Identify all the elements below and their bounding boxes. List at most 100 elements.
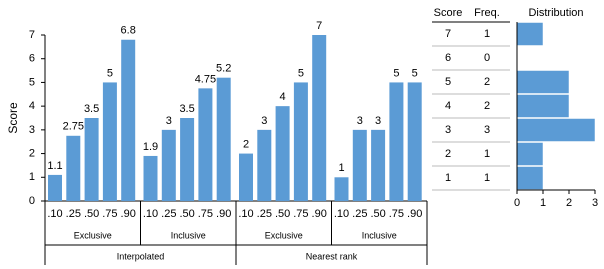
y-tick-label: 2	[29, 147, 35, 159]
x-tick-label: .10	[334, 208, 349, 220]
freq-cell: 2	[484, 76, 490, 88]
value-label: 5	[107, 67, 113, 79]
distribution-bar	[516, 22, 544, 46]
x-tick-label: .75	[293, 208, 308, 220]
x-tick-label: .25	[352, 208, 367, 220]
bar	[407, 82, 422, 201]
bar	[275, 106, 290, 201]
bar	[389, 82, 404, 201]
x-tick-label: .50	[370, 208, 385, 220]
value-label: 3	[375, 115, 381, 127]
y-tick-label: 4	[29, 100, 35, 112]
value-label: 3.5	[179, 103, 194, 115]
value-label: 1	[338, 162, 344, 174]
bar	[143, 155, 158, 201]
x-tick-label: .25	[257, 208, 272, 220]
x-tick-label: 0	[514, 197, 520, 209]
score-cell: 7	[445, 28, 451, 40]
bar	[198, 88, 213, 201]
value-label: 3	[261, 115, 267, 127]
x-tick-label: .25	[161, 208, 176, 220]
value-label: 3	[357, 115, 363, 127]
bar	[121, 39, 136, 201]
bar	[161, 129, 176, 201]
subgroup-label: Inclusive	[171, 230, 206, 240]
x-tick-label: .10	[47, 208, 62, 220]
subgroup-label: Exclusive	[265, 230, 303, 240]
distribution-bar	[516, 70, 570, 94]
value-label: 5	[298, 67, 304, 79]
freq-cell: 1	[484, 148, 490, 160]
score-cell: 2	[445, 148, 451, 160]
distribution-bar	[516, 142, 544, 166]
value-label: 3.5	[84, 103, 99, 115]
y-tick-label: 6	[29, 53, 35, 65]
bar	[66, 135, 81, 201]
x-tick-label: .75	[102, 208, 117, 220]
x-tick-label: .50	[84, 208, 99, 220]
x-tick-label: .75	[198, 208, 213, 220]
score-cell: 3	[445, 124, 451, 136]
freq-cell: 3	[484, 124, 490, 136]
freq-cell: 1	[484, 28, 490, 40]
subgroup-label: Inclusive	[362, 230, 397, 240]
freq-cell: 2	[484, 100, 490, 112]
bar	[102, 82, 117, 201]
x-tick-label: .90	[312, 208, 327, 220]
bar	[48, 174, 62, 201]
y-tick-label: 0	[29, 195, 35, 207]
value-label: 5.2	[216, 63, 231, 75]
x-tick-label: .50	[275, 208, 290, 220]
group-label: Nearest rank	[306, 251, 358, 261]
x-tick-label: 1	[540, 197, 546, 209]
freq-cell: 0	[484, 52, 490, 64]
freq-cell: 1	[484, 172, 490, 184]
bar	[84, 118, 99, 201]
distribution-bar	[516, 94, 570, 118]
score-cell: 4	[445, 100, 451, 112]
bar	[371, 129, 386, 201]
bar	[239, 153, 253, 201]
value-label: 5	[412, 67, 418, 79]
score-cell: 5	[445, 76, 451, 88]
bar	[293, 82, 308, 201]
y-tick-label: 7	[29, 29, 35, 41]
x-tick-label: 3	[592, 197, 598, 209]
column-header: Distribution	[528, 7, 583, 19]
x-tick-label: .25	[66, 208, 81, 220]
x-tick-label: .50	[179, 208, 194, 220]
distribution-bar	[516, 166, 544, 190]
value-label: 1.9	[143, 141, 158, 153]
bar	[257, 129, 272, 201]
value-label: 1.1	[47, 160, 62, 172]
x-tick-label: .90	[216, 208, 231, 220]
bar	[312, 35, 327, 201]
value-label: 7	[316, 20, 322, 32]
y-axis-label: Score	[6, 102, 20, 134]
x-tick-label: 2	[566, 197, 572, 209]
value-label: 6.8	[121, 25, 136, 37]
score-cell: 1	[445, 172, 451, 184]
y-tick-label: 1	[29, 171, 35, 183]
subgroup-label: Exclusive	[74, 230, 112, 240]
value-label: 4.75	[195, 73, 216, 85]
column-header: Freq.	[474, 7, 500, 19]
x-tick-label: .90	[407, 208, 422, 220]
y-tick-label: 5	[29, 76, 35, 88]
value-label: 2.75	[63, 121, 84, 133]
bar	[334, 177, 349, 201]
value-label: 2	[243, 138, 249, 150]
group-label: Interpolated	[117, 251, 165, 261]
value-label: 3	[166, 115, 172, 127]
value-label: 4	[280, 91, 286, 103]
bar	[352, 129, 367, 201]
x-tick-label: .10	[238, 208, 253, 220]
bar	[180, 118, 195, 201]
bar	[216, 77, 231, 201]
score-cell: 6	[445, 52, 451, 64]
distribution-bar	[516, 118, 596, 142]
x-tick-label: .10	[143, 208, 158, 220]
y-tick-label: 3	[29, 124, 35, 136]
x-tick-label: .75	[389, 208, 404, 220]
